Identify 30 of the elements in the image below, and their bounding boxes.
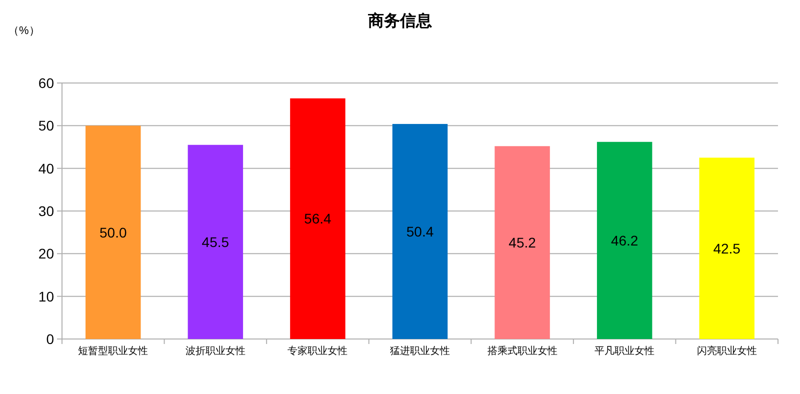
bar bbox=[494, 146, 550, 339]
x-tick-label: 专家职业女性 bbox=[288, 345, 348, 357]
data-label: 50.0 bbox=[100, 224, 127, 240]
bar bbox=[188, 144, 244, 339]
data-label: 56.4 bbox=[304, 210, 332, 227]
bar bbox=[699, 158, 754, 339]
bar bbox=[86, 126, 141, 339]
bar bbox=[596, 142, 652, 339]
y-tick-label: 0 bbox=[46, 331, 54, 347]
x-tick-label: 搭乘式职业女性 bbox=[487, 345, 558, 357]
data-label: 45.5 bbox=[202, 234, 230, 250]
x-tick-label: 平凡职业女性 bbox=[594, 345, 655, 357]
data-label: 46.2 bbox=[610, 232, 638, 248]
data-label: 42.5 bbox=[713, 240, 741, 256]
y-tick-label: 40 bbox=[38, 160, 54, 176]
data-label: 45.2 bbox=[508, 234, 536, 251]
x-tick-label: 猛进职业女性 bbox=[390, 345, 450, 357]
y-tick-label: 30 bbox=[38, 203, 54, 219]
y-tick-label: 20 bbox=[38, 246, 54, 262]
bar bbox=[392, 124, 448, 339]
y-axis-title: （%） bbox=[8, 25, 40, 37]
chart-title: 商务信息 bbox=[367, 12, 433, 30]
bar bbox=[290, 98, 346, 339]
y-tick-label: 50 bbox=[38, 118, 54, 134]
data-label: 50.4 bbox=[406, 223, 434, 240]
x-tick-label: 短暂型职业女性 bbox=[78, 345, 148, 357]
x-tick-label: 波折职业女性 bbox=[185, 345, 246, 357]
x-tick-label: 闪亮职业女性 bbox=[696, 345, 757, 357]
y-tick-label: 10 bbox=[38, 288, 54, 304]
y-tick-label: 60 bbox=[38, 75, 54, 91]
